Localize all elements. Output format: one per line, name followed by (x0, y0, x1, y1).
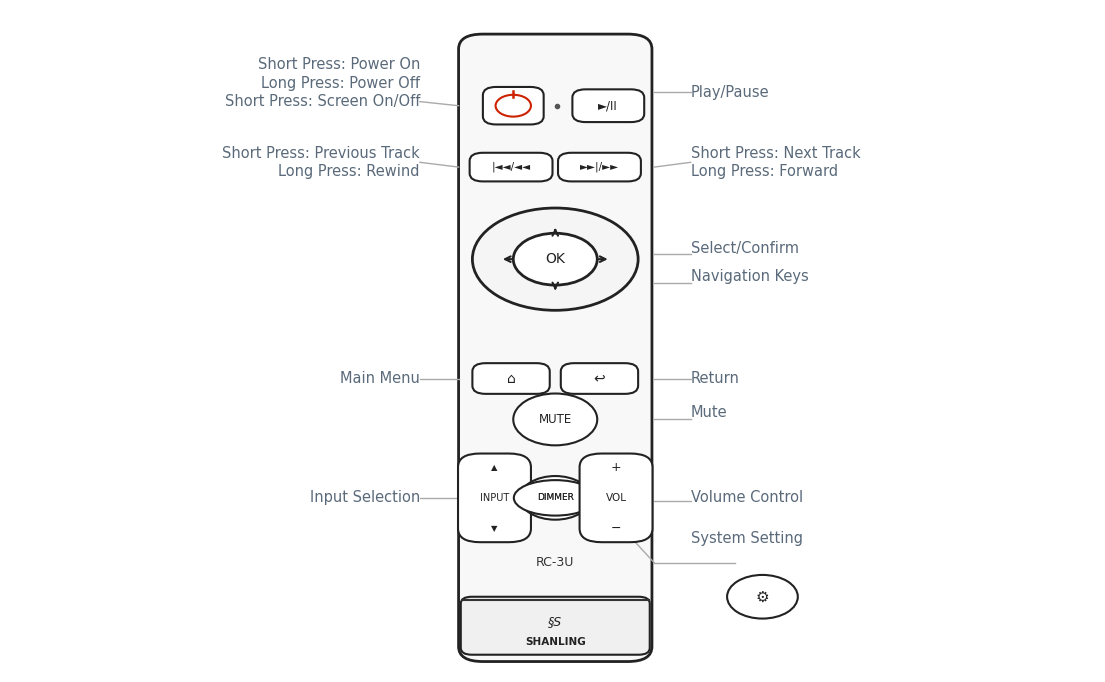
Text: Short Press: Next Track: Short Press: Next Track (691, 146, 861, 161)
Text: §S: §S (548, 615, 562, 629)
FancyBboxPatch shape (459, 34, 652, 662)
Text: |◄◄/◄◄: |◄◄/◄◄ (492, 162, 530, 173)
Text: Input Selection: Input Selection (309, 490, 420, 505)
Circle shape (513, 394, 597, 445)
Circle shape (519, 476, 590, 520)
Text: Navigation Keys: Navigation Keys (691, 269, 809, 284)
Text: Long Press: Forward: Long Press: Forward (691, 164, 838, 179)
Text: VOL: VOL (606, 493, 627, 503)
Text: ►/II: ►/II (599, 99, 618, 113)
Text: INPUT: INPUT (480, 493, 509, 503)
Circle shape (495, 95, 530, 117)
FancyBboxPatch shape (560, 363, 639, 394)
Text: +: + (611, 460, 621, 474)
FancyBboxPatch shape (470, 153, 552, 181)
Circle shape (727, 575, 798, 619)
Text: ⚙: ⚙ (756, 589, 769, 604)
Text: ↩: ↩ (593, 372, 606, 385)
Text: SHANLING: SHANLING (525, 638, 586, 647)
Text: Short Press: Previous Track: Short Press: Previous Track (222, 146, 420, 161)
Text: Return: Return (691, 371, 739, 386)
Text: Main Menu: Main Menu (340, 371, 420, 386)
Text: Select/Confirm: Select/Confirm (691, 241, 799, 256)
FancyBboxPatch shape (457, 454, 530, 542)
Text: System Setting: System Setting (691, 531, 802, 546)
Text: ►►|/►►: ►►|/►► (580, 162, 619, 173)
FancyBboxPatch shape (558, 153, 641, 181)
Text: Mute: Mute (691, 405, 727, 420)
Text: Short Press: Screen On/Off: Short Press: Screen On/Off (224, 94, 420, 109)
FancyBboxPatch shape (461, 597, 650, 655)
Text: ⌂: ⌂ (507, 372, 515, 385)
Text: Play/Pause: Play/Pause (691, 85, 769, 100)
Text: Short Press: Power On: Short Press: Power On (257, 57, 420, 72)
Text: −: − (611, 522, 621, 535)
FancyBboxPatch shape (473, 363, 550, 394)
Text: DIMMER: DIMMER (537, 493, 573, 503)
FancyBboxPatch shape (572, 89, 644, 122)
Text: DIMMER: DIMMER (537, 493, 573, 503)
Text: Long Press: Power Off: Long Press: Power Off (261, 76, 420, 91)
Circle shape (472, 208, 639, 310)
Text: Volume Control: Volume Control (691, 490, 802, 505)
Text: ▲: ▲ (492, 462, 497, 472)
Text: RC-3U: RC-3U (536, 556, 575, 569)
Text: Long Press: Rewind: Long Press: Rewind (278, 164, 420, 179)
Ellipse shape (514, 480, 597, 516)
FancyBboxPatch shape (483, 87, 544, 124)
Text: OK: OK (546, 252, 565, 266)
Text: MUTE: MUTE (538, 413, 572, 426)
Text: ▼: ▼ (492, 524, 497, 533)
Circle shape (513, 233, 597, 285)
FancyBboxPatch shape (579, 454, 652, 542)
